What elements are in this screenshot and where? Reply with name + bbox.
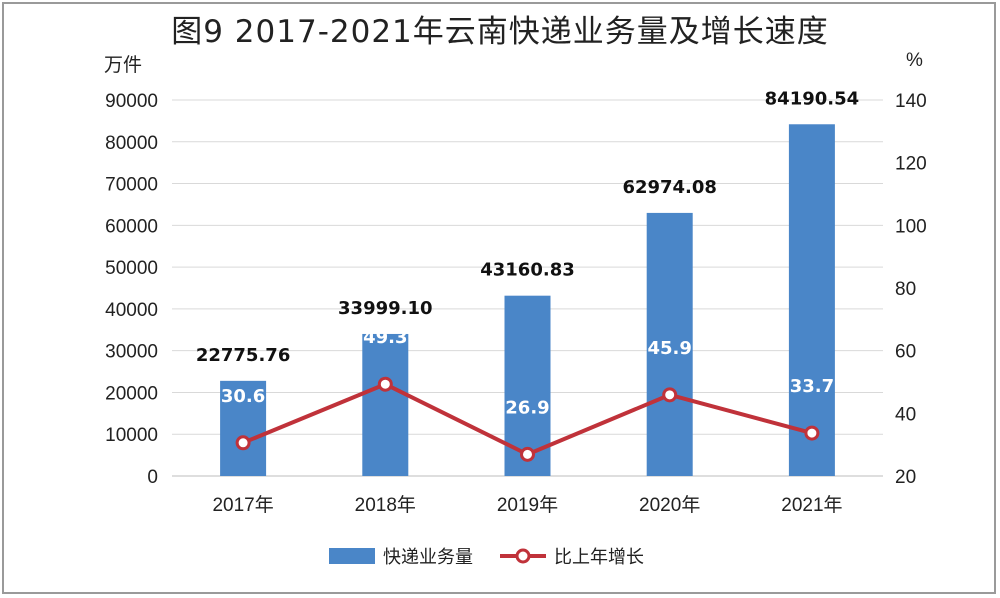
x-axis-category-label: 2017年 bbox=[212, 494, 273, 516]
y2-axis-tick-label: 100 bbox=[895, 216, 927, 237]
y-axis-tick-label: 0 bbox=[147, 467, 158, 488]
y-axis-tick-label: 10000 bbox=[105, 425, 158, 446]
legend-bar-label: 快递业务量 bbox=[383, 547, 473, 568]
y-axis-tick-label: 90000 bbox=[105, 91, 158, 112]
left-axis-unit: 万件 bbox=[104, 55, 143, 76]
x-axis-category-label: 2019年 bbox=[497, 494, 558, 516]
y-axis-tick-label: 20000 bbox=[105, 383, 158, 404]
x-axis-category-label: 2020年 bbox=[639, 494, 700, 516]
chart-title: 图9 2017-2021年云南快递业务量及增长速度 bbox=[171, 14, 829, 50]
line-data-label: 33.7 bbox=[790, 376, 834, 397]
bar-data-label: 33999.10 bbox=[338, 298, 433, 319]
y-axis-tick-label: 80000 bbox=[105, 133, 158, 154]
x-axis-category-label: 2021年 bbox=[781, 494, 842, 516]
bar-data-label: 62974.08 bbox=[622, 177, 717, 198]
right-axis-unit: % bbox=[906, 50, 923, 71]
y2-axis-tick-label: 60 bbox=[895, 342, 916, 363]
line-point bbox=[235, 435, 251, 451]
legend-bar-swatch bbox=[329, 548, 375, 564]
line-point bbox=[520, 446, 535, 462]
line-data-label: 26.9 bbox=[505, 397, 549, 418]
bar bbox=[362, 333, 409, 476]
y-axis-tick-label: 40000 bbox=[105, 300, 158, 321]
legend-line-label: 比上年增长 bbox=[554, 547, 644, 568]
bar-data-label: 84190.54 bbox=[765, 88, 860, 109]
line-data-label: 45.9 bbox=[647, 338, 691, 359]
line-data-label: 49.3 bbox=[363, 327, 407, 348]
y2-axis-tick-label: 140 bbox=[895, 91, 927, 112]
legend-line-marker bbox=[515, 548, 531, 564]
line-point bbox=[662, 387, 678, 403]
y2-axis-tick-label: 40 bbox=[895, 404, 916, 425]
y-axis-tick-label: 70000 bbox=[105, 175, 158, 196]
bar-data-label: 22775.76 bbox=[196, 345, 291, 366]
y2-axis-tick-label: 80 bbox=[895, 279, 916, 300]
bar bbox=[788, 124, 835, 476]
y2-axis-tick-label: 120 bbox=[895, 154, 927, 175]
bar bbox=[220, 380, 267, 476]
line-point bbox=[377, 376, 393, 392]
bar bbox=[646, 212, 693, 476]
y-axis-tick-label: 30000 bbox=[105, 342, 158, 363]
bar-data-label: 43160.83 bbox=[480, 260, 575, 281]
y-axis-tick-label: 50000 bbox=[105, 258, 158, 279]
line-point bbox=[804, 425, 820, 441]
y2-axis-tick-label: 20 bbox=[895, 467, 916, 488]
line-data-label: 30.6 bbox=[221, 386, 265, 407]
x-axis-category-label: 2018年 bbox=[355, 494, 416, 516]
y-axis-tick-label: 60000 bbox=[105, 216, 158, 237]
